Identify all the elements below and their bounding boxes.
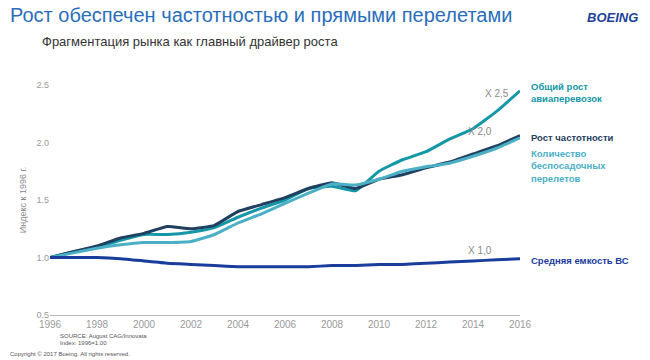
svg-text:2.0: 2.0 (36, 138, 49, 148)
svg-text:Copyright © 2017 Boeing. All r: Copyright © 2017 Boeing. All rights rese… (10, 351, 130, 357)
svg-text:Количествобеспосадочныхперелет: Количествобеспосадочныхперелетов (531, 148, 606, 184)
svg-text:X 2,5: X 2,5 (485, 88, 509, 99)
svg-text:2002: 2002 (180, 319, 203, 330)
svg-text:1.5: 1.5 (36, 195, 49, 205)
svg-text:Index: 1996=1.00: Index: 1996=1.00 (60, 340, 107, 346)
svg-text:2008: 2008 (321, 319, 344, 330)
svg-text:Рост обеспечен частотностью и: Рост обеспечен частотностью и прямыми пе… (10, 4, 512, 26)
svg-text:2010: 2010 (368, 319, 391, 330)
svg-text:1998: 1998 (86, 319, 109, 330)
svg-text:2.5: 2.5 (36, 80, 49, 90)
svg-text:Рост частотности: Рост частотности (531, 132, 614, 143)
svg-text:1996: 1996 (39, 319, 62, 330)
svg-text:Общий роставиаперевозок: Общий роставиаперевозок (531, 81, 602, 104)
svg-text:2012: 2012 (415, 319, 438, 330)
svg-text:2000: 2000 (133, 319, 156, 330)
svg-text:2014: 2014 (462, 319, 485, 330)
svg-text:2016: 2016 (509, 319, 532, 330)
svg-text:Индекс к 1996 г.: Индекс к 1996 г. (18, 167, 28, 233)
svg-text:BOEING: BOEING (587, 10, 638, 25)
svg-text:2006: 2006 (274, 319, 297, 330)
svg-text:2004: 2004 (227, 319, 250, 330)
svg-text:1.0: 1.0 (36, 253, 49, 263)
svg-text:X 1,0: X 1,0 (468, 245, 492, 256)
svg-text:Средняя емкость ВС: Средняя емкость ВС (531, 255, 629, 266)
svg-text:X 2,0: X 2,0 (468, 126, 492, 137)
svg-text:Фрагментация рынка как главный: Фрагментация рынка как главный драйвер р… (42, 34, 338, 49)
svg-text:0.5: 0.5 (36, 310, 49, 320)
svg-text:SOURCE: August CAG/Innovata: SOURCE: August CAG/Innovata (60, 333, 147, 339)
